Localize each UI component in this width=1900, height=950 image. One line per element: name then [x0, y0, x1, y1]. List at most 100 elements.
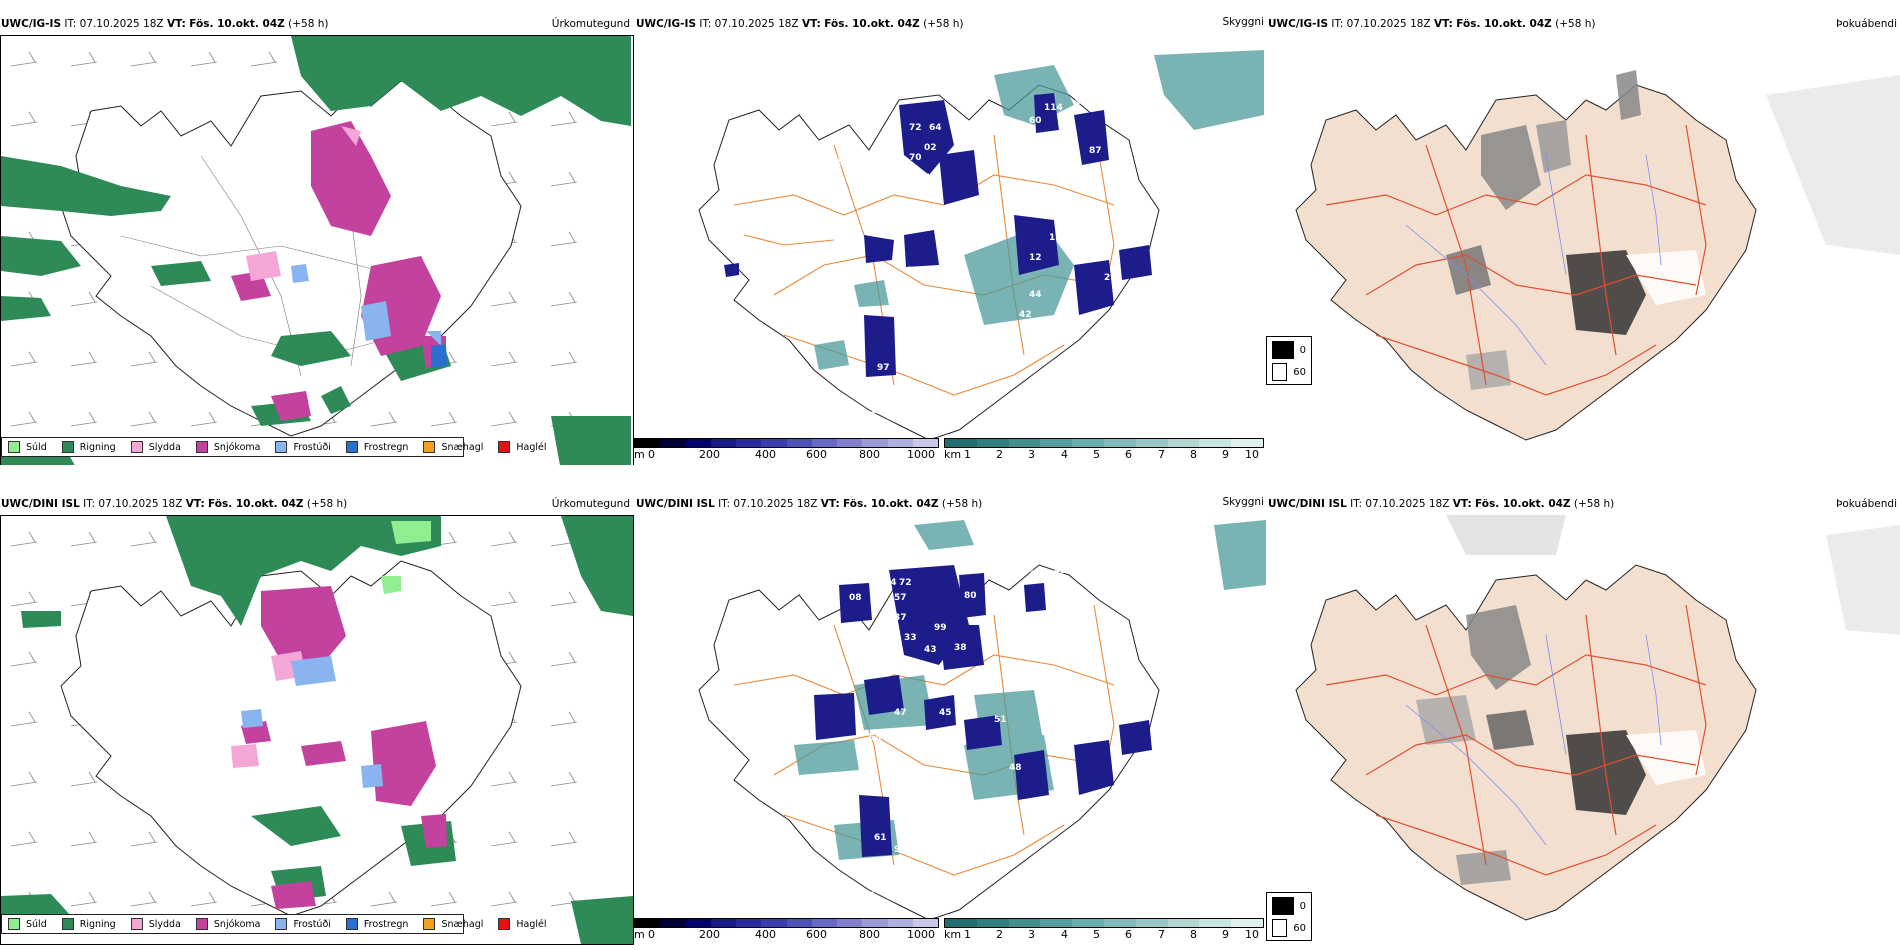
- panel-title: UWC/IG-IS IT: 07.10.2025 18Z VT: Fös. 10…: [636, 18, 964, 30]
- colorbar-segment: [1135, 439, 1168, 447]
- colorbar-labels: m 0 200 400 600 800 1000: [634, 448, 939, 462]
- legend-item: Frostúði: [275, 918, 331, 930]
- vis-label: 87: [1089, 146, 1102, 156]
- colorbar-segment: [1040, 919, 1073, 927]
- colorbar-tick: 1: [964, 928, 971, 941]
- colorbar-segment: [1135, 919, 1168, 927]
- colorbar-segment: [660, 919, 686, 927]
- colorbar-segment: [761, 919, 787, 927]
- colorbar-segment: [912, 439, 938, 447]
- colorbar-tick: 1000: [907, 448, 935, 461]
- vis-label: 42: [1019, 310, 1032, 320]
- colorbar-tick: 8: [1190, 448, 1197, 461]
- vis-label: 37: [894, 613, 907, 623]
- fog-map: [1295, 515, 1900, 921]
- colorbar-segment: [1231, 439, 1263, 447]
- vis-label: 59: [899, 188, 912, 198]
- vis-label: 38: [954, 643, 967, 653]
- colorbar-labels: m 0 200 400 600 800 1000: [634, 928, 939, 942]
- colorbar-segment: [811, 439, 837, 447]
- colorbar-tick: 9: [1222, 928, 1229, 941]
- colorbar-tick: 2: [996, 448, 1003, 461]
- vis-label: 57: [894, 593, 907, 603]
- legend-swatch: [195, 441, 208, 453]
- precip-legend: Súld Rigning Slydda Snjókoma Frostúði Fr…: [1, 914, 547, 934]
- legend-item: Rigning: [61, 441, 116, 453]
- visibility-title: Skyggni: [1222, 16, 1265, 28]
- colorbar-segment: [1103, 439, 1136, 447]
- freezing-drizzle-areas: [241, 656, 383, 788]
- colorbar-segment: [976, 439, 1009, 447]
- ceiling-shading: [724, 93, 1152, 377]
- colorbar-tick: 7: [1158, 928, 1165, 941]
- visibility-title: Skyggni: [1222, 496, 1265, 508]
- vis-label: 80: [964, 591, 977, 601]
- legend-swatch: [61, 441, 74, 453]
- colorbar-segment: [736, 919, 762, 927]
- vis-label: 72: [909, 123, 922, 133]
- colorbar-segment: [976, 919, 1009, 927]
- sleet-areas: [246, 126, 361, 281]
- vis-label: 21: [1104, 273, 1117, 283]
- vis-label: 63: [914, 203, 927, 213]
- vis-label: 79: [871, 380, 884, 390]
- legend-item: Snæhagl: [423, 918, 483, 930]
- legend-item: Haglél: [498, 918, 547, 930]
- legend-swatch: [498, 918, 511, 930]
- fog-panel-bottom: UWC/DINI ISL IT: 07.10.2025 18Z VT: Fös.…: [1266, 495, 1900, 945]
- colorbar-segment: [1167, 439, 1200, 447]
- colorbar-segment: [660, 439, 686, 447]
- fog-legend-item: 0: [1272, 897, 1306, 915]
- colorbar-segment: [811, 919, 837, 927]
- vis-label: 02: [924, 143, 937, 153]
- vis-label: 47: [894, 708, 907, 718]
- fog-legend-item: 0: [1272, 341, 1306, 359]
- colorbar-tick: 4: [1061, 928, 1068, 941]
- legend-swatch: [195, 918, 208, 930]
- vis-label: 99: [934, 623, 947, 633]
- roads: [1325, 124, 1707, 396]
- colorbar-tick: 8: [1190, 928, 1197, 941]
- vis-label: 55: [869, 733, 882, 743]
- colorbar-tick: 0: [648, 448, 655, 461]
- colorbar-segment: [887, 919, 913, 927]
- vis-label: 48: [924, 173, 937, 183]
- legend-item: Slydda: [130, 441, 181, 453]
- colorbar-strip: [634, 438, 939, 448]
- colorbar-tick: 5: [1093, 448, 1100, 461]
- legend-swatch: [1272, 363, 1288, 381]
- colorbar-tick: 0: [648, 928, 655, 941]
- ceiling-colorbar: m 0 200 400 600 800 1000: [634, 438, 939, 462]
- legend-item: Snæhagl: [423, 441, 483, 453]
- panel-title: UWC/DINI ISL IT: 07.10.2025 18Z VT: Fös.…: [1, 498, 348, 510]
- colorbar-tick: 600: [806, 928, 827, 941]
- colorbar-segment: [945, 439, 977, 447]
- colorbar-tick: 5: [1093, 928, 1100, 941]
- vis-label: 60: [906, 266, 919, 276]
- colorbar-tick: 200: [699, 448, 720, 461]
- vis-label: 60: [1029, 116, 1042, 126]
- vis-label: 51: [994, 715, 1007, 725]
- colorbar-segment: [761, 439, 787, 447]
- colorbar-tick: 1: [964, 448, 971, 461]
- fog-panel-top: UWC/IG-IS IT: 07.10.2025 18Z VT: Fös. 10…: [1266, 15, 1900, 465]
- vis-label: 49: [1074, 98, 1087, 108]
- colorbar-segment: [685, 919, 711, 927]
- fog-legend: 0 60: [1266, 892, 1312, 941]
- iceland-outline: [60, 80, 522, 437]
- vis-label: 45: [939, 708, 952, 718]
- colorbar-segment: [1199, 439, 1232, 447]
- panel-title: UWC/DINI ISL IT: 07.10.2025 18Z VT: Fös.…: [636, 498, 983, 510]
- vis-label: 08: [849, 593, 862, 603]
- visibility-panel-bottom: UWC/DINI ISL IT: 07.10.2025 18Z VT: Fös.…: [634, 495, 1266, 945]
- vis-label: 72: [899, 578, 912, 588]
- legend-swatch: [130, 441, 143, 453]
- colorbar-segment: [1072, 919, 1104, 927]
- precip-legend: Súld Rigning Slydda Snjókoma Frostúði Fr…: [1, 437, 547, 457]
- vis-label: 42: [1054, 566, 1067, 576]
- colorbar-tick: 800: [859, 448, 880, 461]
- visibility-colorbar: km 1 2 3 4 5 6 7 8 9 10: [944, 438, 1264, 462]
- fog-legend-item: 60: [1272, 363, 1306, 381]
- legend-item: Haglél: [498, 441, 547, 453]
- colorbar-segment: [1199, 919, 1232, 927]
